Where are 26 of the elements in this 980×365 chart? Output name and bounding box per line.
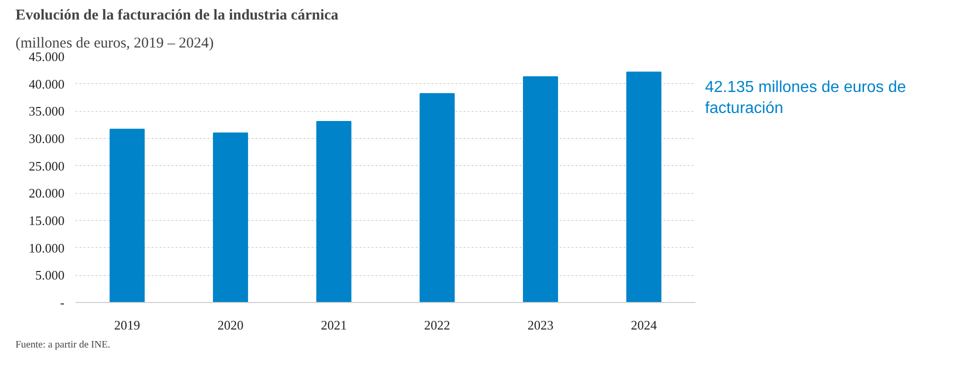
source-note: Fuente: a partir de INE. [16,340,110,350]
y-tick-label: 20.000 [28,186,64,201]
x-tick-label: 2019 [114,318,140,332]
x-tick-label: 2021 [320,318,347,332]
bar [316,121,352,302]
y-tick-label: 15.000 [28,213,64,228]
text: 42.135 millones de euros de facturación [705,78,908,119]
y-tick-label: 30.000 [28,131,64,146]
y-tick-label: - [60,295,65,310]
bar [212,132,248,302]
x-tick-label: 2020 [218,318,244,332]
x-tick-label: 2023 [528,318,554,332]
y-tick-label: 35.000 [28,104,64,119]
y-tick-label: 10.000 [28,240,64,256]
x-tick-label: 2022 [424,318,450,332]
chart-subtitle: (millones de euros, 2019 – 2024) [16,36,214,52]
bar [626,72,662,302]
y-tick-label: 25.000 [28,158,64,174]
chart-title: Evolución de la facturación de la industria cárnica [16,8,339,24]
y-tick-label: 45.000 [28,49,64,64]
x-tick-label: 2024 [630,318,658,332]
y-tick-label: 5.000 [35,268,64,283]
y-tick-label: 40.000 [28,76,64,92]
bar [420,93,455,302]
bar [110,128,145,302]
bar [522,76,558,302]
